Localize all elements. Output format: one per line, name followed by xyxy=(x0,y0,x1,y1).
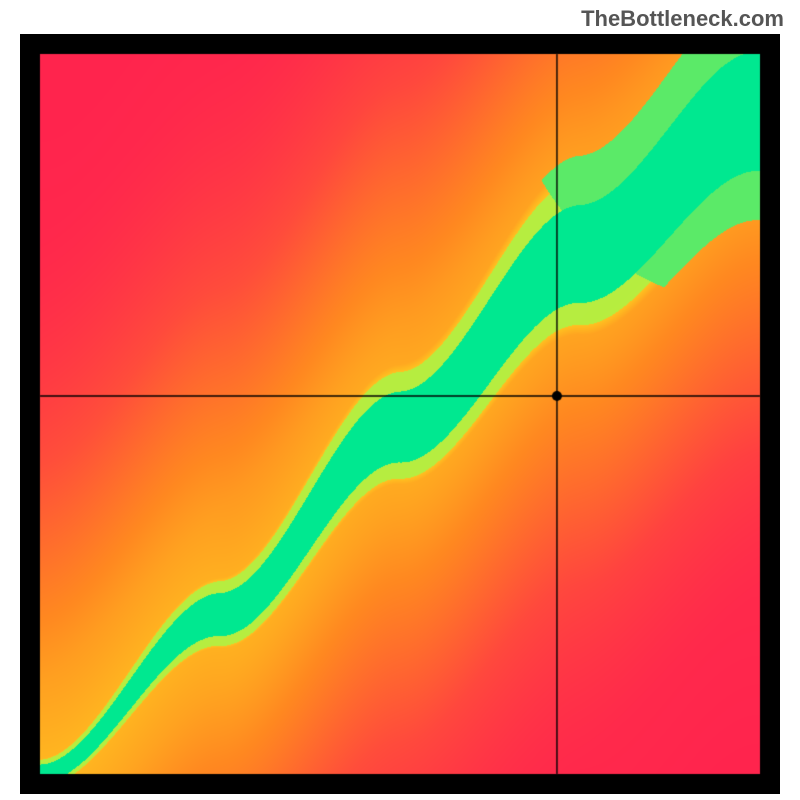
watermark-text: TheBottleneck.com xyxy=(581,6,784,32)
root-container: TheBottleneck.com xyxy=(0,0,800,800)
plot-frame xyxy=(20,34,780,794)
crosshair-overlay xyxy=(20,34,780,794)
